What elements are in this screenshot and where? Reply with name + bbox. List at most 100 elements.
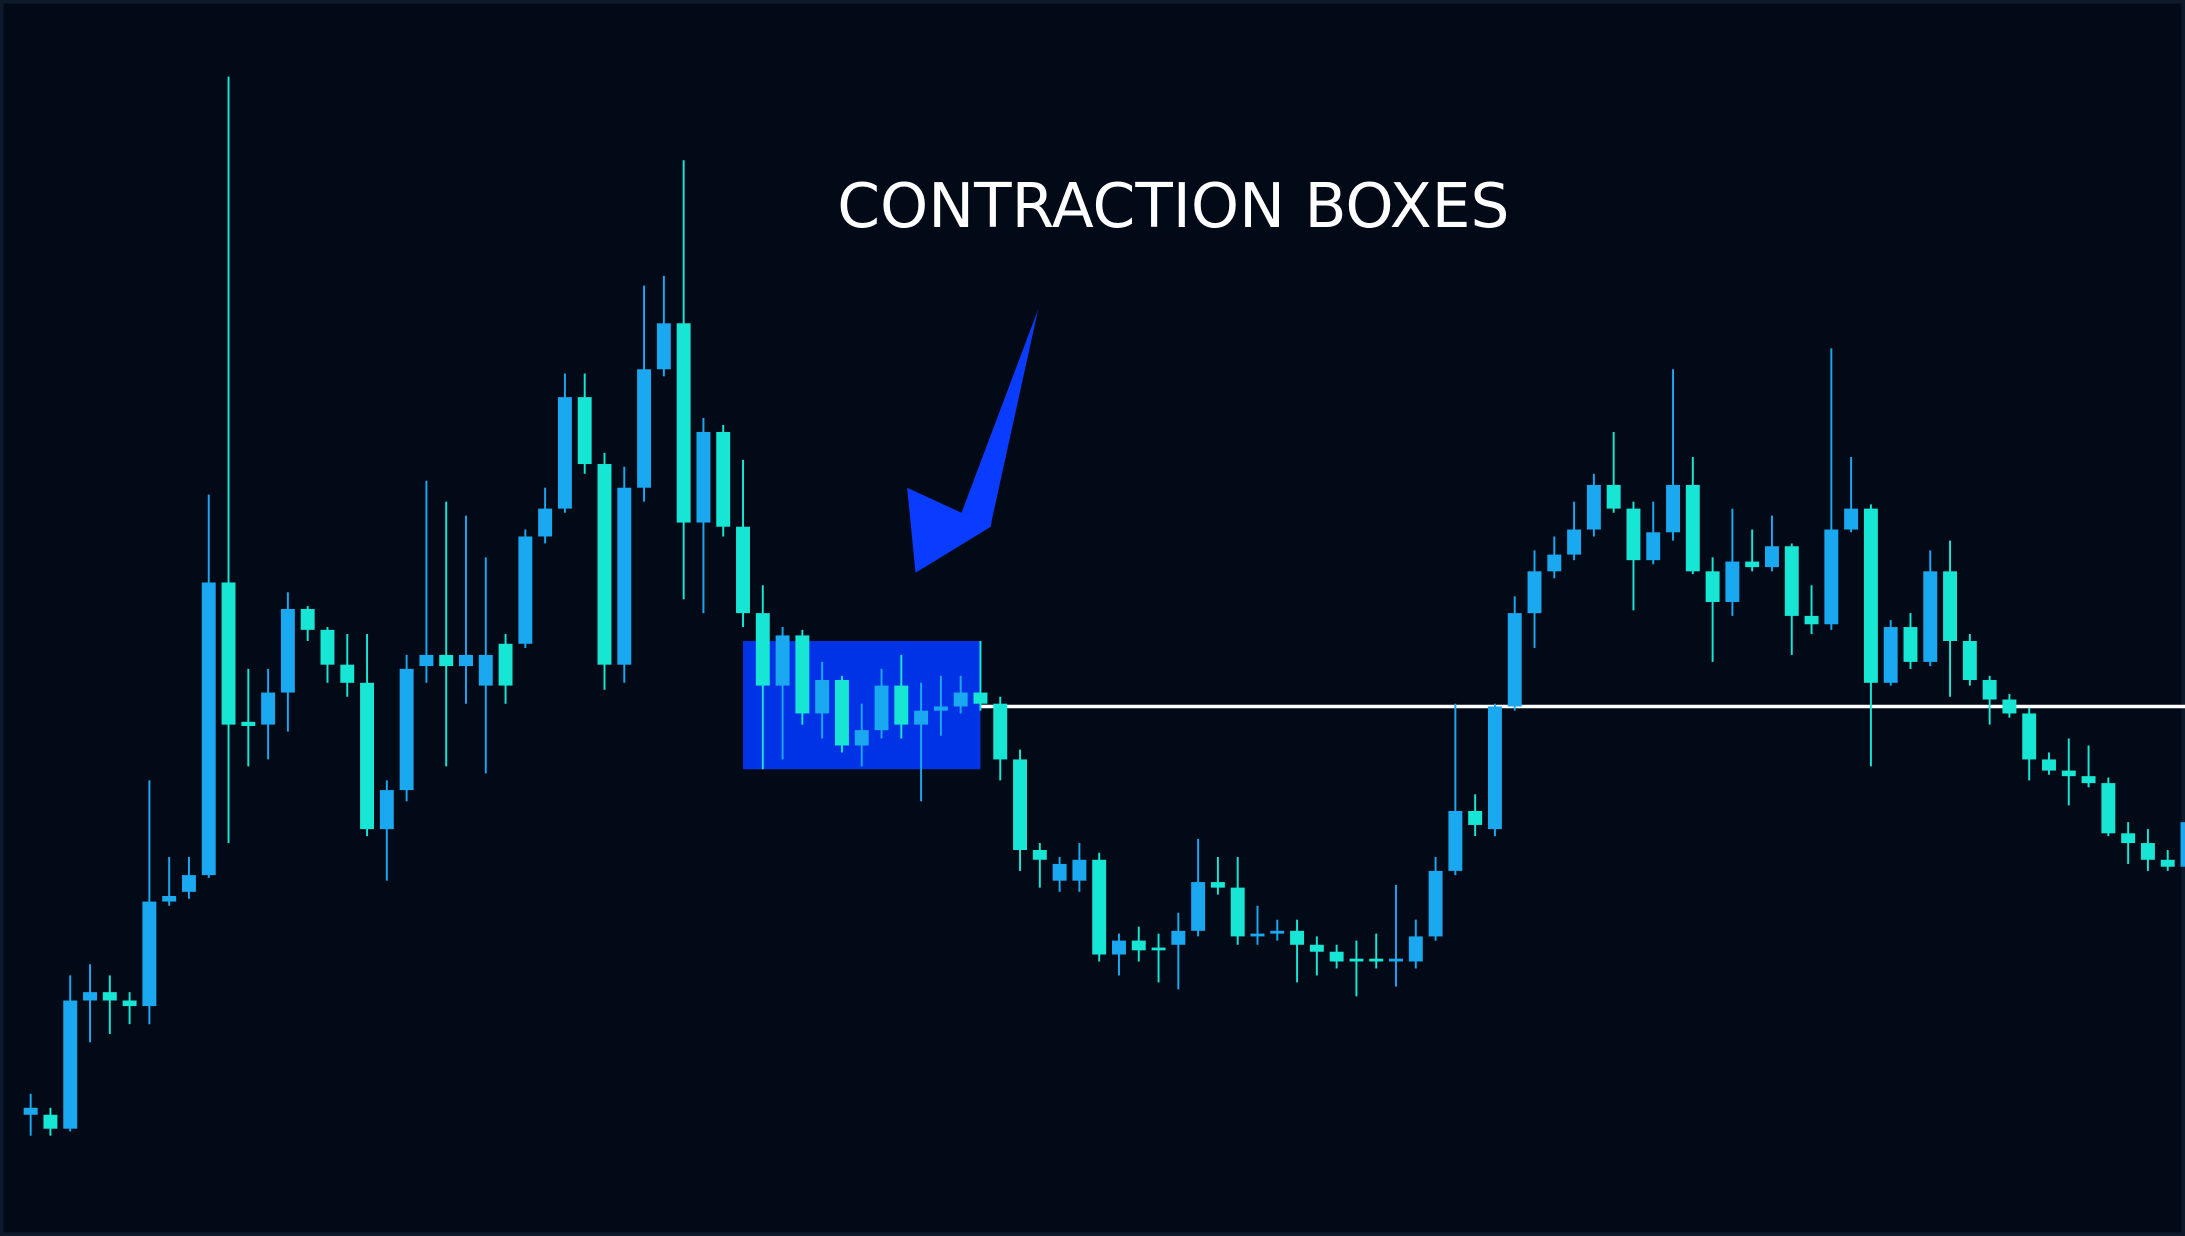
candle-body [1547, 554, 1562, 572]
candle-body [755, 613, 770, 686]
candle-body [181, 875, 196, 892]
candle-body [1903, 627, 1918, 662]
candle-body [1487, 706, 1502, 830]
candle-body [2022, 713, 2037, 760]
candle-body [162, 895, 177, 902]
candle-body [1448, 810, 1463, 871]
candle-body [340, 664, 355, 683]
candle-body [2042, 759, 2056, 771]
candle-body [1171, 930, 1186, 945]
annotation-arrow [907, 309, 1039, 573]
candle-body [102, 992, 117, 1001]
candle-body [2061, 770, 2076, 777]
candle-body [676, 323, 691, 523]
plot [23, 76, 2185, 1136]
candle-body [1883, 627, 1898, 683]
candle-body [63, 1000, 78, 1129]
candle-body [43, 1114, 58, 1129]
candle-body [1705, 571, 1720, 602]
candle-body [498, 643, 513, 686]
candle-body [656, 323, 671, 370]
candle-body [637, 369, 652, 488]
candle-body [597, 464, 612, 665]
candle-body [1112, 940, 1126, 955]
candle-body [557, 397, 572, 509]
candle-body [300, 608, 315, 630]
candle-body [854, 730, 869, 746]
candle-body [1369, 958, 1384, 962]
candle-body [933, 706, 948, 711]
candle-body [993, 703, 1008, 760]
candle-body [1191, 882, 1206, 931]
candle-body [2002, 699, 2017, 714]
candle-body [1210, 882, 1225, 888]
candle-body [23, 1107, 38, 1115]
candle-body [201, 582, 216, 876]
candle-body [320, 629, 335, 665]
candle-body [2081, 776, 2096, 784]
candle-body [2121, 833, 2136, 844]
candle-body [1646, 532, 1661, 561]
candle-body [1685, 484, 1700, 572]
candle-body [2101, 783, 2116, 834]
candle-body [1863, 508, 1878, 683]
candle-body [1270, 930, 1285, 934]
candle-body [1408, 936, 1423, 962]
candle-body [1943, 571, 1958, 641]
candle-body [261, 692, 276, 725]
candle-body [538, 508, 553, 537]
candle-body [379, 790, 394, 830]
candle-body [280, 608, 295, 693]
candle-body [1666, 484, 1680, 533]
candle-body [815, 680, 830, 714]
candle-body [1468, 810, 1483, 825]
candle-body [1389, 958, 1403, 962]
candle-body [459, 654, 473, 667]
candle-body [1309, 944, 1324, 952]
candle-body [1586, 484, 1601, 530]
candle-body [716, 431, 731, 527]
candle-body [1824, 529, 1839, 625]
candle-body [1527, 571, 1542, 614]
candle-body [973, 692, 988, 704]
candle-body [617, 487, 632, 665]
candle-body [1567, 529, 1582, 555]
candle-body [122, 1000, 137, 1007]
candle-body [1923, 571, 1938, 662]
candle-body [1626, 508, 1641, 561]
candle-body [953, 692, 968, 707]
candle-body [1765, 546, 1779, 568]
candle-body [478, 654, 493, 686]
candle-body [1072, 859, 1087, 881]
candle-body [1052, 863, 1067, 881]
candle-body [1507, 613, 1522, 707]
candle-body [1745, 561, 1760, 568]
candle-body [1032, 850, 1047, 860]
candle-body [1151, 947, 1166, 951]
candle-body [1804, 615, 1819, 625]
candle-body [518, 536, 533, 644]
candle-body [1428, 870, 1443, 937]
candle-body [1131, 940, 1146, 951]
candle-body [577, 397, 592, 465]
candle-body [83, 992, 97, 1001]
candle-body [795, 635, 810, 714]
candle-body [834, 680, 849, 746]
candle-body [1844, 508, 1859, 530]
candle-body [419, 654, 434, 667]
candle-body [221, 582, 236, 725]
candle-body [1962, 640, 1977, 681]
candle-body [2140, 843, 2155, 860]
candle-body [1230, 887, 1245, 937]
candle-body [1250, 933, 1265, 937]
candle-body [1349, 958, 1364, 962]
candle-body [736, 526, 750, 614]
candle-body [2160, 859, 2175, 867]
candle-body [1013, 759, 1028, 851]
candle-body [1606, 484, 1621, 509]
chart-title: CONTRACTION BOXES [837, 171, 1509, 242]
candle-body [696, 431, 711, 523]
